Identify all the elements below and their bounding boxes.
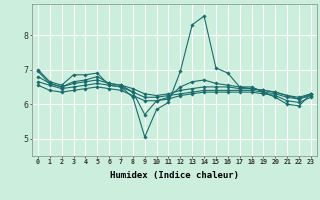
X-axis label: Humidex (Indice chaleur): Humidex (Indice chaleur) (110, 171, 239, 180)
